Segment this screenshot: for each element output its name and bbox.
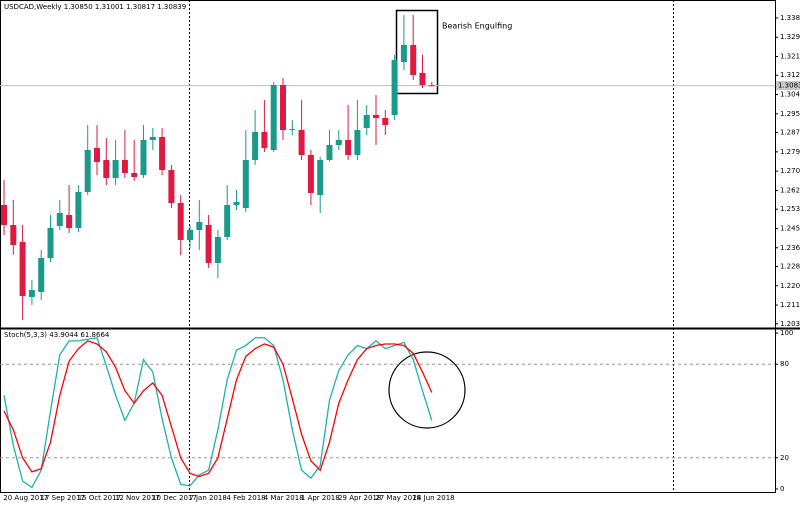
candle-body [38, 257, 45, 292]
x-tick-label: 10 Dec 2017 [152, 494, 197, 502]
candle-body [289, 129, 296, 131]
current-price-label: 1.30839 [778, 82, 800, 90]
x-tick-label: 12 Nov 2017 [115, 494, 160, 502]
y-tick-label: 1.22020 [780, 282, 800, 290]
candle-body [28, 289, 35, 297]
indicator-title: Stoch(5,3,3) 43.9044 61.8664 [4, 331, 110, 339]
candle-body [242, 159, 249, 208]
candle-body [298, 129, 305, 155]
candle-body [335, 139, 342, 145]
x-tick-label: 20 Aug 2017 [3, 494, 48, 502]
candle-body [326, 144, 333, 160]
candle-body [103, 159, 110, 178]
candle-body [307, 154, 314, 193]
x-tick-label: 17 Sep 2017 [41, 494, 85, 502]
y-tick-label: 1.22870 [780, 262, 800, 270]
candle-body [131, 172, 138, 177]
candle-body [345, 139, 352, 155]
candle-body [224, 204, 231, 237]
candle-body [10, 224, 17, 245]
y-tick-label: 1.33820 [780, 14, 800, 22]
candle-body [214, 236, 221, 263]
y-tick-label: 1.30445 [780, 91, 800, 99]
candle-body [317, 159, 324, 195]
candle-body [56, 212, 63, 226]
candle-body [47, 227, 54, 258]
candle-body [428, 85, 435, 87]
candle-body [159, 136, 166, 170]
y-tick-label: 1.3297 [780, 33, 800, 41]
candle-body [261, 131, 268, 148]
y-tick-label: 1.29595 [780, 110, 800, 118]
stoch-line [3, 340, 433, 478]
candle-body [121, 159, 128, 173]
candle-body [66, 214, 73, 228]
y-tick-label: 1.27920 [780, 148, 800, 156]
candle-body [19, 241, 26, 296]
y-tick-label: 100 [780, 329, 793, 337]
candle-body [177, 202, 184, 240]
candle-body [410, 44, 417, 75]
candle-body [400, 44, 407, 62]
y-tick-label: 1.27070 [780, 167, 800, 175]
highlight-box [395, 9, 439, 95]
x-tick-label: 4 Feb 2018 [227, 494, 266, 502]
y-tick-label: 1.32120 [780, 53, 800, 61]
x-tick-label: 29 Apr 2018 [338, 494, 381, 502]
current-price-box [776, 81, 800, 91]
y-tick-label: 1.21170 [780, 301, 800, 309]
y-tick-label: 80 [780, 360, 789, 368]
candle-body [270, 84, 277, 150]
candle-body [94, 147, 100, 162]
y-tick-label: 1.24545 [780, 224, 800, 232]
y-tick-label: 20 [780, 454, 789, 462]
candle-body [75, 191, 82, 228]
x-tick-label: 24 Jun 2018 [413, 494, 455, 502]
candle-body [419, 72, 426, 85]
y-tick-label: 1.23695 [780, 244, 800, 252]
x-tick-label: 7 Jan 2018 [189, 494, 227, 502]
y-tick-label: 0 [780, 485, 784, 493]
frame [0, 0, 776, 493]
annotation: Bearish Engulfing [442, 22, 512, 31]
candle-body [196, 221, 203, 230]
stoch-line [3, 336, 433, 489]
x-tick-label: 15 Oct 2017 [78, 494, 121, 502]
y-tick-label: 1.20345 [780, 320, 800, 328]
chart-title: USDCAD,Weekly 1.30850 1.31001 1.30817 1.… [4, 3, 186, 11]
candle-body [252, 131, 259, 160]
candle-body [168, 169, 175, 203]
y-tick-label: 1.25395 [780, 205, 800, 213]
y-tick-label: 1.28770 [780, 129, 800, 137]
candle-body [112, 159, 119, 178]
x-tick-label: 27 May 2018 [375, 494, 421, 502]
candle-body [280, 84, 286, 130]
candle-body [382, 117, 389, 125]
candle-body [233, 201, 240, 205]
x-tick-label: 1 Apr 2018 [301, 494, 340, 502]
candle-body [1, 204, 7, 225]
candle-body [391, 59, 398, 115]
candle-body [187, 229, 193, 240]
candle-body [149, 136, 156, 140]
y-tick-label: 1.31295 [780, 71, 800, 79]
highlight-circle [388, 351, 466, 429]
candle-body [354, 129, 361, 155]
candle-body [84, 149, 91, 192]
candle-body [373, 114, 379, 118]
x-tick-label: 4 Mar 2018 [264, 494, 304, 502]
candle-body [140, 139, 147, 175]
y-tick-label: 1.26220 [780, 186, 800, 194]
candle-body [205, 224, 212, 263]
candle-body [363, 114, 370, 128]
